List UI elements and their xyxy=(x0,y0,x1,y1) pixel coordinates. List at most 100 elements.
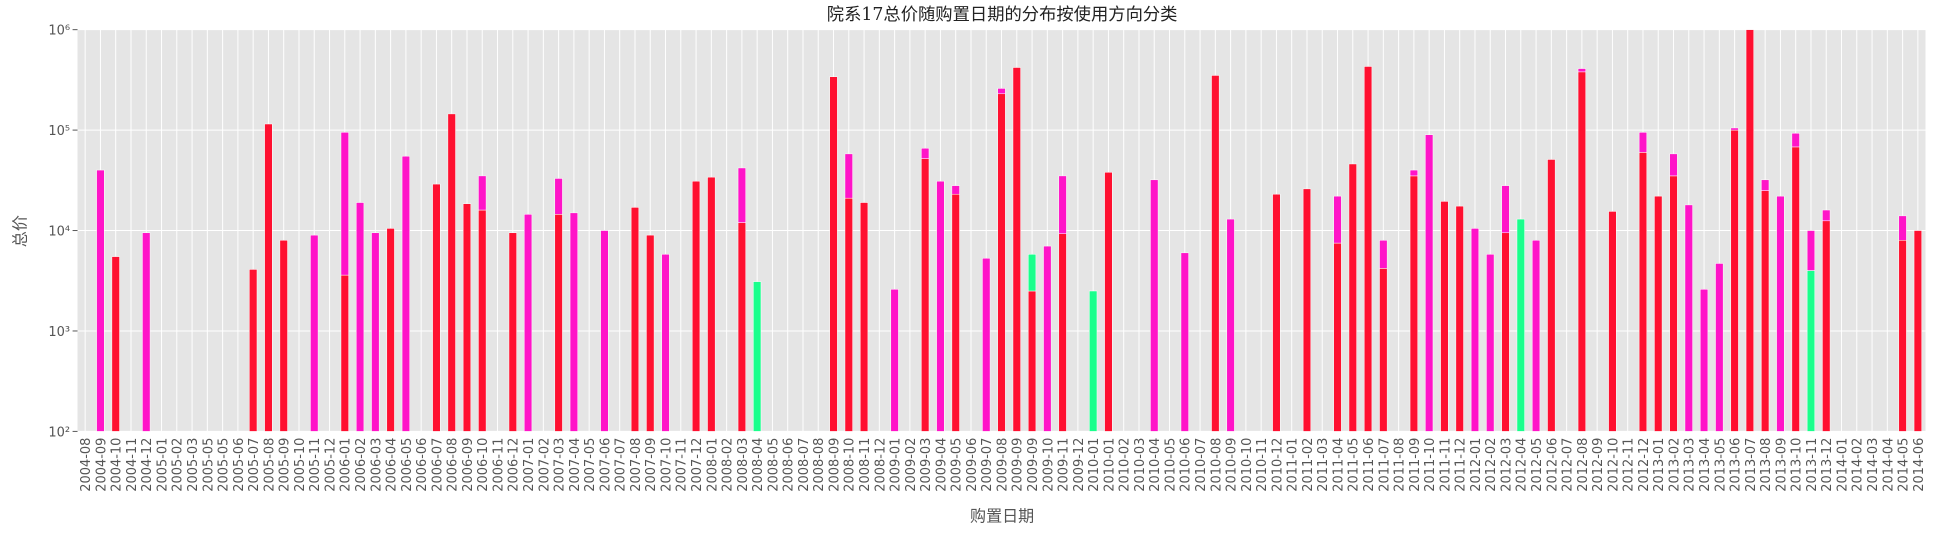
bar xyxy=(1333,242,1342,432)
x-tick-label: 2005-03 xyxy=(186,438,201,492)
bar xyxy=(1043,245,1052,432)
x-tick-label: 2006-12 xyxy=(507,438,522,492)
x-tick-label: 2007-11 xyxy=(675,438,690,492)
x-tick-label: 2010-05 xyxy=(1163,438,1178,492)
bar xyxy=(936,180,945,432)
x-tick-label: 2006-09 xyxy=(461,438,476,492)
x-tick-label: 2009-12 xyxy=(1072,438,1087,492)
bar xyxy=(1577,68,1586,73)
bar xyxy=(554,178,563,215)
bar xyxy=(340,132,349,276)
bar xyxy=(1058,233,1067,432)
chart-title: 院系17总价随购置日期的分布按使用方向分类 xyxy=(827,4,1178,25)
bar xyxy=(1913,230,1922,432)
x-tick-label: 2013-04 xyxy=(1698,438,1713,492)
x-tick-label: 2006-04 xyxy=(385,438,400,492)
bar xyxy=(1455,205,1464,432)
bar xyxy=(1638,152,1648,432)
x-tick-label: 2012-06 xyxy=(1545,438,1560,492)
bar xyxy=(478,175,487,211)
y-tick-label: 10² xyxy=(48,425,70,440)
bar xyxy=(844,197,853,432)
x-tick-label: 2013-05 xyxy=(1713,438,1728,492)
bar xyxy=(1822,220,1831,432)
x-tick-label: 2009-04 xyxy=(934,438,949,492)
x-tick-label: 2012-04 xyxy=(1515,438,1530,492)
bar xyxy=(829,76,838,432)
bar xyxy=(1363,66,1373,432)
x-tick-label: 2011-02 xyxy=(1301,438,1316,492)
x-tick-label: 2006-11 xyxy=(491,438,506,492)
x-tick-label: 2005-01 xyxy=(155,438,170,492)
bar xyxy=(1333,195,1342,244)
bar xyxy=(462,203,472,432)
bar xyxy=(1806,270,1816,432)
x-tick-label: 2008-06 xyxy=(782,438,797,492)
bar xyxy=(1028,290,1037,432)
bar xyxy=(1608,211,1617,432)
x-tick-label: 2007-05 xyxy=(583,438,598,492)
x-tick-label: 2009-07 xyxy=(980,438,995,492)
bar xyxy=(1806,230,1816,271)
bar xyxy=(630,207,640,432)
bar xyxy=(1791,133,1800,148)
x-tick-label: 2009-06 xyxy=(965,438,980,492)
x-tick-label: 2008-05 xyxy=(766,438,781,492)
x-tick-label: 2009-03 xyxy=(919,438,934,492)
bar xyxy=(1211,75,1220,432)
x-tick-label: 2004-09 xyxy=(94,438,109,492)
bar xyxy=(1776,195,1785,432)
x-tick-label: 2014-02 xyxy=(1851,438,1866,492)
x-tick-label: 2013-03 xyxy=(1683,438,1698,492)
x-tick-label: 2013-08 xyxy=(1759,438,1774,492)
bar xyxy=(1180,252,1189,432)
x-tick-label: 2011-09 xyxy=(1408,438,1423,492)
x-tick-label: 2008-07 xyxy=(797,438,812,492)
y-tick-label: 10⁵ xyxy=(48,124,70,139)
x-tick-label: 2008-09 xyxy=(827,438,842,492)
x-tick-label: 2011-03 xyxy=(1316,438,1331,492)
y-tick-label: 10⁴ xyxy=(48,224,70,239)
bar xyxy=(1745,29,1754,432)
x-tick-label: 2004-12 xyxy=(140,438,155,492)
bar xyxy=(1501,232,1510,432)
bar xyxy=(1577,71,1586,432)
bar xyxy=(1379,268,1388,432)
bar xyxy=(1898,240,1907,432)
x-tick-label: 2010-11 xyxy=(1255,438,1270,492)
bar xyxy=(1654,195,1663,432)
x-tick-label: 2013-01 xyxy=(1652,438,1667,492)
bar xyxy=(1150,179,1159,432)
bar xyxy=(1669,175,1678,432)
x-tick-label: 2009-09 xyxy=(1026,438,1041,492)
bar xyxy=(1730,129,1739,432)
bar xyxy=(279,240,288,432)
x-tick-label: 2010-01 xyxy=(1087,438,1102,492)
x-tick-label: 2009-10 xyxy=(1041,438,1056,492)
x-tick-label: 2008-02 xyxy=(721,438,736,492)
x-tick-label: 2012-12 xyxy=(1637,438,1652,492)
x-tick-label: 2011-10 xyxy=(1423,438,1438,492)
bar xyxy=(753,281,762,432)
bar xyxy=(508,232,517,432)
y-tick-label: 10⁶ xyxy=(48,24,70,39)
x-tick-label: 2006-03 xyxy=(369,438,384,492)
bar xyxy=(1730,127,1739,131)
x-tick-label: 2010-10 xyxy=(1240,438,1255,492)
bar xyxy=(371,232,380,432)
x-tick-label: 2011-11 xyxy=(1438,438,1453,492)
bar xyxy=(1226,218,1235,432)
bar xyxy=(1486,254,1495,432)
x-tick-label: 2007-03 xyxy=(553,438,568,492)
x-tick-label: 2007-10 xyxy=(659,438,674,492)
bar xyxy=(1715,263,1724,432)
x-tick-label: 2012-08 xyxy=(1576,438,1591,492)
x-tick-label: 2004-08 xyxy=(79,438,94,492)
x-tick-label: 2008-03 xyxy=(736,438,751,492)
x-tick-label: 2011-12 xyxy=(1454,438,1469,492)
bar xyxy=(386,228,395,432)
x-tick-label: 2005-09 xyxy=(278,438,293,492)
x-tick-label: 2008-11 xyxy=(858,438,873,492)
x-tick-label: 2013-06 xyxy=(1729,438,1744,492)
